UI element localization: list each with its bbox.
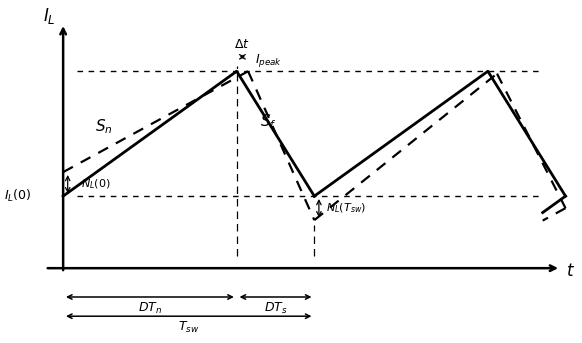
Text: $DT_n$: $DT_n$	[138, 300, 162, 316]
Text: $I_L(0)$: $I_L(0)$	[3, 188, 31, 204]
Text: $I_{peak}$: $I_{peak}$	[255, 52, 282, 69]
Text: $T_{sw}$: $T_{sw}$	[178, 320, 200, 335]
Text: $S_f$: $S_f$	[260, 112, 277, 131]
Text: $N_L(0)$: $N_L(0)$	[81, 177, 111, 191]
Text: $S_n$: $S_n$	[95, 117, 113, 136]
Text: $I_L$: $I_L$	[43, 5, 56, 26]
Text: $t$: $t$	[566, 262, 574, 280]
Text: $DT_s$: $DT_s$	[264, 300, 288, 316]
Text: $N_L(T_{sw})$: $N_L(T_{sw})$	[326, 201, 366, 215]
Text: $\Delta t$: $\Delta t$	[235, 38, 250, 51]
